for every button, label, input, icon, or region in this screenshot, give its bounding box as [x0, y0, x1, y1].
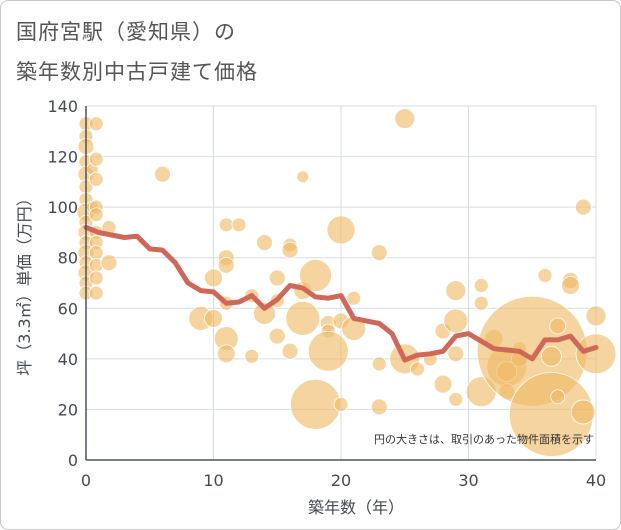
- bubble-point: [216, 344, 236, 364]
- bubble-point: [204, 268, 223, 288]
- x-tick-label: 0: [81, 471, 91, 490]
- bubble-point: [296, 170, 310, 184]
- y-tick-label: 0: [68, 451, 78, 470]
- bubble-point: [447, 345, 465, 363]
- bubble-point: [231, 217, 247, 233]
- bubble-point: [256, 234, 273, 251]
- x-tick-label: 30: [458, 471, 478, 490]
- bubble-point: [448, 391, 464, 407]
- bubble-point: [574, 198, 592, 216]
- bubble-point: [88, 270, 104, 286]
- bubble-size-note: 円の大きさは、取引のあった物件面積を示す: [374, 432, 594, 446]
- bubble-point: [540, 345, 562, 367]
- y-tick-label: 60: [58, 299, 78, 318]
- bubble-point: [154, 165, 171, 183]
- bubble-point: [88, 285, 104, 301]
- bubble-point: [370, 244, 388, 262]
- bubble-point: [218, 217, 234, 233]
- bubble-point: [371, 356, 387, 372]
- x-axis-label: 築年数（年）: [308, 498, 404, 517]
- bubble-point: [585, 305, 607, 327]
- y-tick-label: 120: [47, 148, 78, 167]
- bubble-point: [473, 278, 489, 293]
- y-axis-label: 坪（3.3㎡）単価（万円）: [15, 190, 34, 375]
- bubble-point: [217, 256, 235, 274]
- x-tick-labels: 0 10 20 30 40: [81, 471, 606, 490]
- bubble-point: [88, 245, 104, 261]
- bubble-point: [549, 317, 567, 335]
- bubble-point: [307, 330, 349, 372]
- bubble-point: [268, 327, 286, 345]
- bubble-point: [290, 378, 341, 430]
- y-tick-label: 20: [58, 400, 78, 419]
- axes: [85, 106, 596, 461]
- bubble-point: [550, 389, 566, 405]
- bubble-point: [410, 361, 425, 377]
- bubble-point: [370, 398, 388, 416]
- x-tick-label: 20: [331, 471, 351, 490]
- bubble-point: [88, 207, 104, 223]
- y-tick-label: 80: [58, 249, 78, 268]
- bubble-point: [575, 333, 617, 375]
- bubble-point: [394, 108, 416, 130]
- bubble-point: [473, 295, 489, 311]
- x-tick-label: 10: [203, 471, 223, 490]
- bubble-point: [253, 301, 276, 325]
- bubble-point: [100, 254, 118, 272]
- y-tick-label: 100: [47, 198, 78, 217]
- bubble-point: [561, 276, 580, 295]
- bubble-point: [445, 280, 467, 301]
- y-tick-label: 40: [58, 350, 78, 369]
- bubble-point: [244, 348, 260, 364]
- bubble-point: [433, 374, 453, 394]
- bubble-point: [285, 300, 321, 336]
- average-price-line: [83, 224, 599, 363]
- bubble-point: [537, 268, 553, 283]
- bubble-point: [204, 308, 223, 328]
- bubble-point: [346, 290, 362, 306]
- bubble-point: [281, 342, 299, 360]
- bubble-point: [326, 215, 356, 245]
- bubble-point: [88, 171, 104, 187]
- chart-title-line1: 国府宮駅（愛知県）の: [16, 20, 236, 44]
- bubble-point: [299, 259, 332, 292]
- bubble-point: [88, 116, 104, 132]
- bubble-series: [76, 108, 617, 457]
- chart-title-line2: 築年数別中古戸建て価格: [16, 60, 258, 84]
- bubble-point: [88, 151, 104, 167]
- y-tick-label: 140: [47, 97, 78, 116]
- bubble-point: [268, 269, 286, 287]
- bubble-point: [443, 308, 469, 334]
- y-tick-labels: 0 20 40 60 80 100 120 140: [47, 97, 78, 470]
- x-tick-label: 40: [586, 471, 606, 490]
- bubble-point: [281, 241, 299, 259]
- bubble-point: [333, 396, 349, 412]
- bubble-point: [570, 399, 596, 425]
